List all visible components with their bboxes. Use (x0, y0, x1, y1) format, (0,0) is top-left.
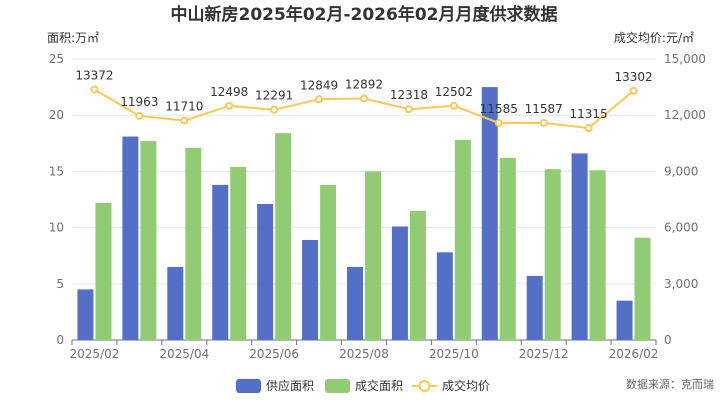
price-data-label: 13302 (614, 70, 652, 84)
y-left-tick-label: 15 (49, 164, 64, 178)
y-right-tick-label: 12,000 (664, 108, 706, 122)
y-left-tick-label: 20 (49, 108, 64, 122)
price-point (629, 86, 638, 95)
x-tick-label: 2025/04 (159, 347, 209, 361)
legend-swatch (236, 379, 261, 393)
price-data-label: 11585 (480, 102, 518, 116)
y-left-tick-label: 5 (56, 277, 64, 291)
bar-supply (257, 203, 274, 340)
legend-swatch-marker (418, 380, 431, 392)
y-right-tick-label: 15,000 (664, 52, 706, 66)
price-point (360, 94, 368, 103)
bar-transaction (275, 133, 292, 340)
bar-supply (391, 226, 408, 340)
x-tick-label: 2026/02 (609, 347, 659, 361)
y-right-tick-label: 3,000 (664, 277, 698, 291)
y-axis-right-label: 成交均价:元/㎡ (614, 30, 694, 45)
x-tick-label: 2025/02 (70, 347, 120, 361)
bar-transaction (320, 184, 337, 340)
bar-transaction (230, 166, 247, 340)
price-point (225, 101, 234, 110)
bar-supply (167, 266, 184, 340)
price-data-label: 11315 (570, 107, 608, 121)
bar-supply (122, 136, 139, 340)
bar-supply (77, 289, 94, 340)
price-data-label: 12318 (390, 88, 428, 102)
chart-title: 中山新房2025年02月-2026年02月月度供求数据 (171, 4, 558, 25)
x-tick-label: 2025/08 (339, 347, 389, 361)
price-data-label: 13372 (75, 68, 113, 82)
bar-transaction (454, 139, 471, 340)
x-tick-label: 2025/12 (519, 347, 569, 361)
bar-transaction (499, 157, 516, 340)
data-source-note: 数据来源：克而瑞 (626, 378, 714, 391)
bar-supply (481, 87, 498, 340)
price-data-label: 11710 (165, 100, 203, 114)
price-point (270, 105, 279, 114)
price-point (180, 116, 189, 125)
legend-label: 成交均价 (442, 378, 490, 393)
y-right-tick-label: 6,000 (664, 221, 698, 235)
x-tick-label: 2025/06 (249, 347, 299, 361)
price-data-label: 12849 (300, 78, 338, 92)
price-point (90, 85, 99, 94)
price-data-label: 12291 (255, 89, 293, 103)
legend-label: 供应面积 (266, 378, 314, 393)
bar-supply (526, 275, 543, 340)
y-left-tick-label: 10 (49, 221, 64, 235)
bar-transaction (185, 147, 202, 340)
price-point (404, 105, 413, 114)
price-data-label: 12892 (345, 77, 383, 91)
price-data-label: 12498 (210, 85, 248, 99)
legend-swatch (325, 379, 350, 393)
price-data-label: 11963 (120, 95, 158, 109)
bar-transaction (589, 170, 606, 340)
y-right-tick-label: 9,000 (664, 164, 698, 178)
y-right-tick-label: 0 (664, 333, 672, 347)
bar-supply (616, 300, 633, 340)
bar-transaction (409, 210, 426, 340)
price-data-label: 11587 (525, 102, 563, 116)
legend-label: 成交面积 (355, 378, 403, 393)
price-point (449, 101, 458, 110)
bar-supply (571, 153, 588, 340)
bar-transaction (634, 237, 651, 340)
x-tick-label: 2025/10 (429, 347, 479, 361)
y-left-tick-label: 0 (56, 333, 64, 347)
price-data-label: 12502 (435, 85, 473, 99)
price-point (494, 118, 503, 127)
price-point (584, 124, 593, 133)
bar-supply (436, 252, 453, 340)
bar-transaction (544, 169, 561, 340)
price-point (539, 118, 548, 127)
bar-transaction (95, 202, 112, 340)
bar-transaction (140, 141, 157, 340)
y-left-tick-label: 25 (49, 52, 64, 66)
bar-transaction (365, 171, 381, 340)
price-point (315, 95, 324, 104)
y-axis-left-label: 面积:万㎡ (47, 31, 99, 45)
price-point (135, 111, 144, 120)
bar-supply (347, 266, 363, 340)
bar-supply (302, 239, 319, 340)
bar-supply (212, 184, 229, 340)
